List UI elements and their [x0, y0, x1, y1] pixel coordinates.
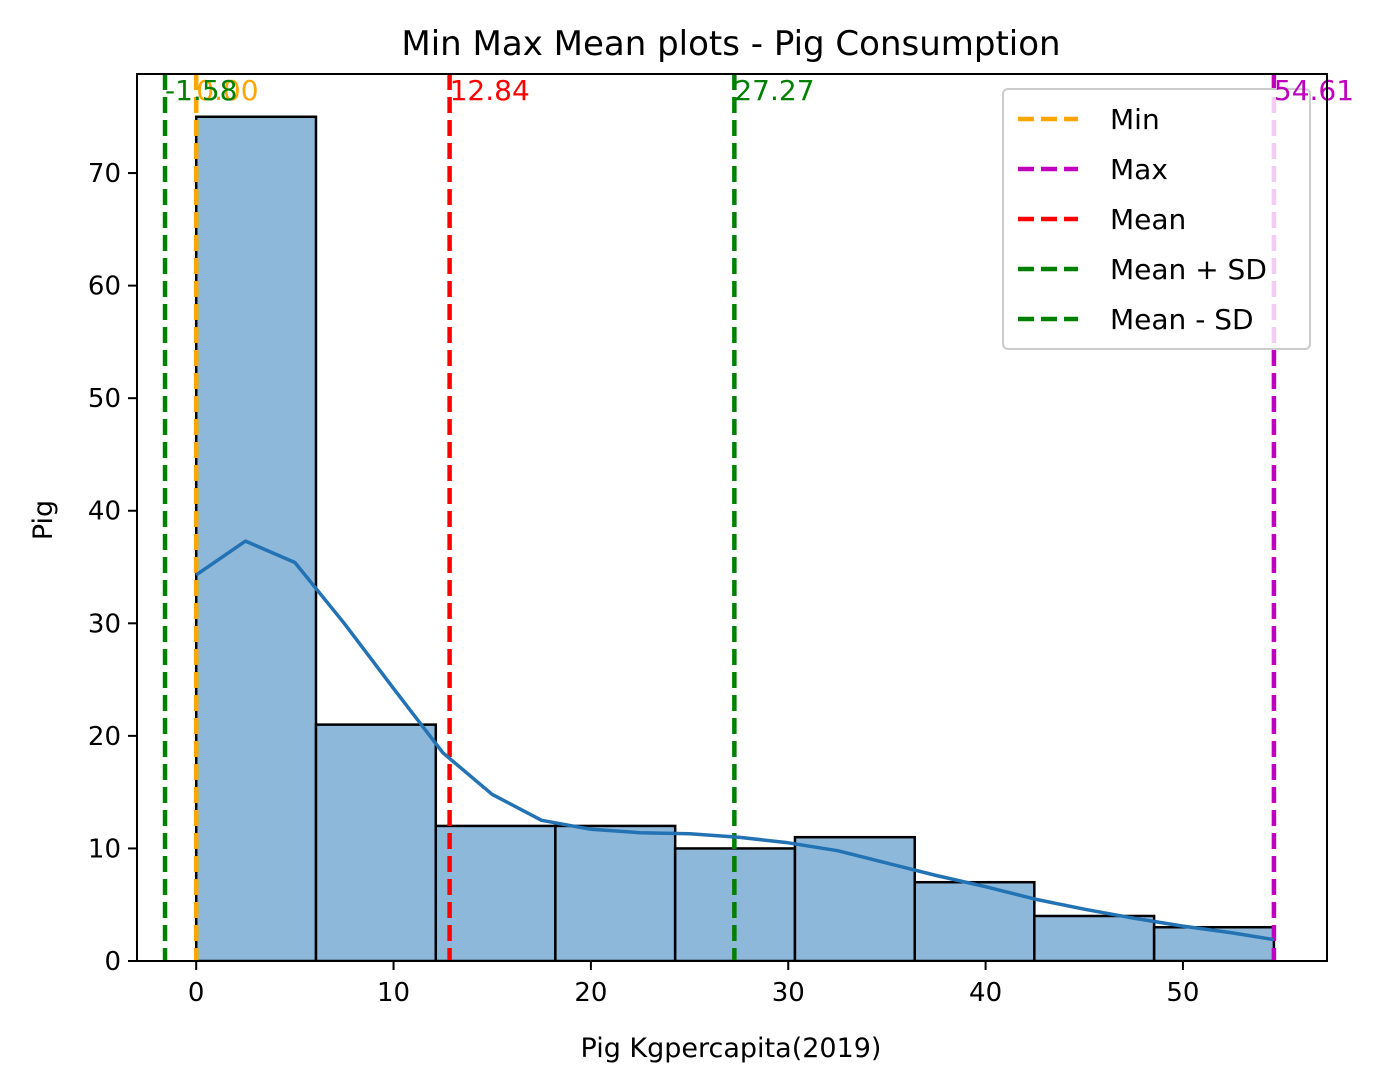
histogram-bar-3: [434, 824, 557, 961]
legend-frame: [1002, 88, 1311, 350]
ref-value-label-mean: 12.84: [450, 74, 530, 107]
y-tick-label: 40: [88, 497, 121, 527]
y-tick-label: 30: [88, 609, 121, 639]
ref-value-label-mean-plus-sd: 27.27: [734, 74, 814, 107]
ref-value-label-min: 0.00: [196, 74, 258, 107]
y-tick-label: 50: [88, 384, 121, 414]
chart-title: Min Max Mean plots - Pig Consumption: [401, 24, 1060, 64]
histogram-bar-8: [1033, 914, 1156, 961]
plot-area: [162, 74, 1277, 961]
legend-label-mean-minus-sd: Mean - SD: [1110, 303, 1254, 336]
x-tick-label: 10: [377, 978, 410, 1008]
ref-value-label-max: 54.61: [1274, 74, 1354, 107]
y-tick-label: 70: [88, 159, 121, 189]
x-tick-label: 40: [969, 978, 1002, 1008]
ref-value-label-mean-minus-sd: -1.58: [165, 74, 237, 107]
x-tick-label: 30: [772, 978, 805, 1008]
x-axis-label: Pig Kgpercapita(2019): [581, 1033, 882, 1064]
histogram-bar-2: [314, 723, 438, 961]
y-tick-label: 0: [104, 947, 121, 977]
y-tick-label: 20: [88, 722, 121, 752]
x-tick-label: 50: [1166, 978, 1199, 1008]
legend: Min Max Mean Mean + SD Mean - SD: [1002, 88, 1311, 350]
histogram-bar-9: [1152, 925, 1276, 961]
y-tick-label: 60: [88, 272, 121, 302]
x-tick-label: 0: [188, 978, 205, 1008]
histogram-bar-4: [554, 824, 677, 961]
y-tick-label: 10: [88, 834, 121, 864]
x-tick-label: 20: [574, 978, 607, 1008]
y-axis-label: Pig: [28, 500, 59, 540]
legend-label-mean-plus-sd: Mean + SD: [1110, 253, 1267, 286]
axes-frame: [136, 73, 1328, 962]
legend-label-min: Min: [1110, 103, 1160, 136]
kde-curve: [195, 539, 1274, 942]
histogram-bar-1: [194, 115, 318, 961]
legend-label-mean: Mean: [1110, 203, 1186, 236]
legend-label-max: Max: [1110, 153, 1168, 186]
